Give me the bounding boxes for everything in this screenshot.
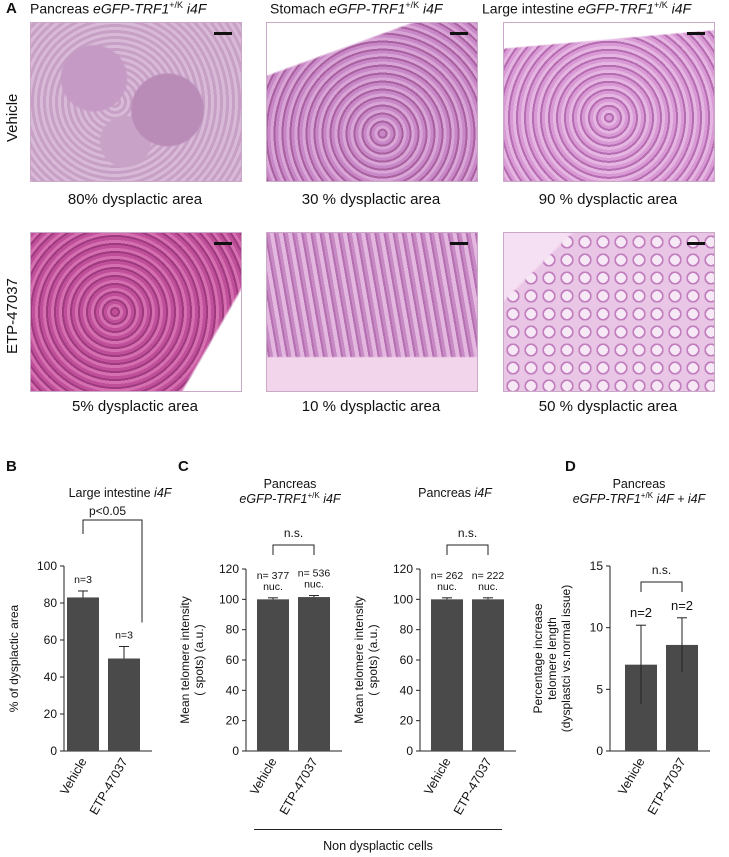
micrograph-large-intestine-etp [503,232,715,392]
y-axis-label: ( spots) (a.u.) [192,624,206,695]
significance-label: p<0.05 [89,504,126,518]
scale-bar [450,32,468,35]
y-tick-label: 100 [37,559,57,573]
scale-bar [214,242,232,245]
bar [257,599,289,751]
y-axis-label: Mean telomere intensity [178,596,192,723]
y-axis-label: Percentage increase [531,603,545,713]
bar-n-label: n=2 [671,598,693,613]
bar [67,597,99,751]
bar-n-label: n= 536 [298,568,331,580]
y-tick-label: 0 [50,744,57,758]
y-tick-label: 100 [219,592,239,606]
bar [431,599,463,751]
x-tick-label: ETP-47037 [451,755,495,817]
y-tick-label: 60 [400,653,414,667]
chart-d-title: Pancreas eGFP-TRF1+/K i4F + i4F [572,477,706,507]
chart-b-title: Large intestine i4F [68,486,172,500]
bar-n-label: nuc. [304,579,324,591]
significance-bracket [272,544,315,555]
scale-bar [214,32,232,35]
y-tick-label: 40 [226,683,240,697]
bar-n-label: n=3 [74,574,92,586]
y-tick-label: 100 [393,592,413,606]
panel-b-label: B [6,458,17,475]
y-tick-label: 80 [44,596,58,610]
bar-n-label: n= 262 [431,570,464,582]
caption-pancreas-vehicle: 80% dysplactic area [67,191,203,208]
column-title-stomach: Stomach eGFP-TRF1+/K i4F [270,0,443,17]
bar [298,597,330,751]
x-tick-label: Vehicle [57,755,89,797]
y-tick-label: 80 [226,623,240,637]
chart-c1-title: Pancreas eGFP-TRF1+/K i4F [239,477,341,507]
y-axis-label: telomere length [545,617,559,700]
bar-n-label: n= 222 [472,570,505,582]
caption-stomach-vehicle: 30 % dysplactic area [301,191,441,208]
y-axis-label: Mean telomere intensity [352,596,366,723]
micrograph-pancreas-vehicle [30,22,242,182]
bar-n-label: n= 377 [257,570,290,582]
y-tick-label: 20 [400,714,414,728]
y-tick-label: 120 [219,562,239,576]
x-tick-label: Vehicle [421,755,453,797]
panel-a-label: A [6,0,17,17]
scale-bar [687,242,705,245]
y-tick-label: 15 [590,559,604,573]
x-tick-label: ETP-47037 [87,755,131,817]
panel-c-label: C [178,458,189,475]
y-tick-label: 20 [44,707,58,721]
caption-pancreas-etp: 5% dysplactic area [72,398,198,415]
bar-n-label: n=3 [115,629,133,641]
significance-bracket [82,519,143,623]
non-dysplactic-bracket [254,829,502,830]
x-tick-label: ETP-47037 [277,755,321,817]
y-tick-label: 5 [596,682,603,696]
y-tick-label: 0 [596,744,603,758]
x-tick-label: Vehicle [615,755,647,797]
panel-d-label: D [565,458,576,475]
micrograph-pancreas-etp [30,232,242,392]
y-tick-label: 40 [44,670,58,684]
bar [472,599,504,751]
y-axis-label: ( spots) (a.u.) [366,624,380,695]
caption-stomach-etp: 10 % dysplactic area [301,398,441,415]
scale-bar [687,32,705,35]
column-title-pancreas: Pancreas eGFP-TRF1+/K i4F [30,0,207,17]
y-axis-label: % of dysplactic area [7,604,21,712]
column-title-large-intestine: Large intestine eGFP-TRF1+/K i4F [482,0,692,17]
y-tick-label: 60 [226,653,240,667]
y-tick-label: 120 [393,562,413,576]
y-tick-label: 0 [232,744,239,758]
significance-bracket [446,544,489,555]
y-tick-label: 60 [44,633,58,647]
y-tick-label: 80 [400,623,414,637]
micrograph-stomach-etp [266,232,478,392]
micrograph-large-intestine-vehicle [503,22,715,182]
scale-bar [450,242,468,245]
caption-large-intestine-etp: 50 % dysplactic area [538,398,678,415]
chart-c2-title: Pancreas i4F [418,486,492,500]
bar-n-label: nuc. [263,581,283,593]
caption-large-intestine-vehicle: 90 % dysplactic area [538,191,678,208]
bar-n-label: nuc. [437,581,457,593]
y-tick-label: 10 [590,621,604,635]
y-axis-label: (dysplastci vs.normal issue) [559,585,573,732]
significance-bracket [640,581,683,592]
significance-label: n.s. [458,526,477,540]
micrograph-stomach-vehicle [266,22,478,182]
y-tick-label: 40 [400,683,414,697]
x-tick-label: ETP-47037 [645,755,689,817]
y-tick-label: 0 [406,744,413,758]
non-dysplactic-label: Non dysplactic cells [323,839,433,853]
bar-n-label: n=2 [630,605,652,620]
significance-label: n.s. [284,526,303,540]
bar [108,658,140,751]
significance-label: n.s. [652,563,671,577]
bar-n-label: nuc. [478,581,498,593]
y-tick-label: 20 [226,714,240,728]
x-tick-label: Vehicle [247,755,279,797]
